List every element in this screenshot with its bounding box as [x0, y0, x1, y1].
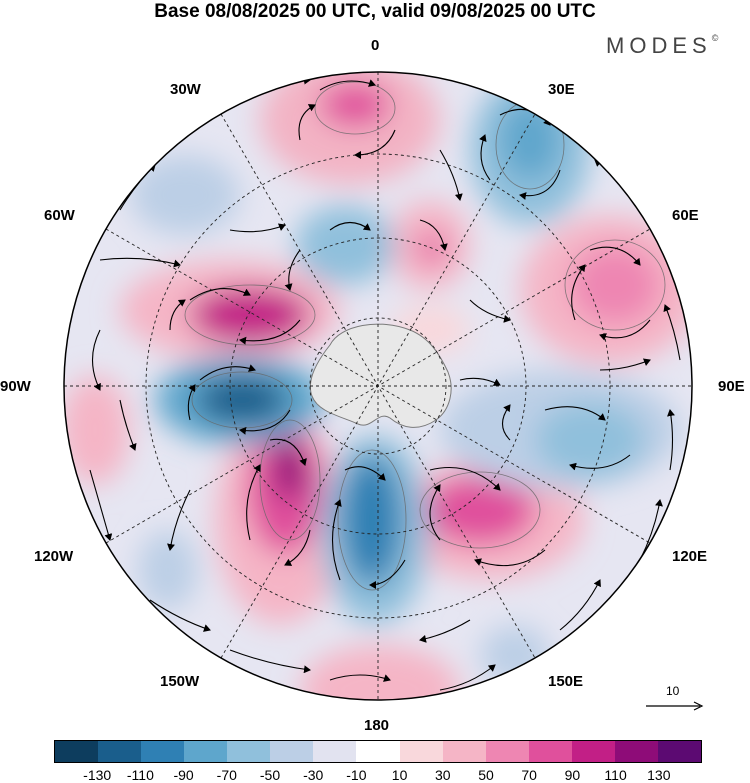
colorbar-segment [141, 741, 185, 762]
colorbar-segment [227, 741, 271, 762]
lon-label-120e: 120E [672, 548, 708, 565]
colorbar-segment [313, 741, 357, 762]
colorbar-ticks: -130 -110 -90 -70 -50 -30 -10 10 30 50 70 90 110 130 [0, 767, 750, 783]
graticule [64, 72, 692, 700]
lon-label-30w: 30W [170, 81, 201, 98]
lon-label-120w: 120W [34, 548, 74, 565]
colorbar-segment [657, 741, 701, 762]
colorbar-tick-label: -130 [83, 767, 112, 783]
colorbar-tick-label: -50 [259, 767, 281, 783]
colorbar-segment [98, 741, 142, 762]
colorbar-tick-label: 130 [647, 767, 671, 783]
brand-mark: © [711, 33, 719, 43]
lon-label-150e: 150E [548, 673, 584, 690]
lon-label-30e: 30E [548, 81, 575, 98]
chart-title: Base 08/08/2025 00 UTC, valid 09/08/2025… [154, 1, 596, 22]
lon-label-0: 0 [371, 37, 380, 54]
lon-label-60w: 60W [44, 207, 75, 224]
lon-label-180: 180 [364, 717, 390, 734]
colorbar-segment [442, 741, 486, 762]
colorbar-tick-label: 10 [391, 767, 408, 783]
arrow-right-icon [646, 701, 704, 711]
colorbar-tick-label: -30 [303, 767, 324, 783]
colorbar-tick-label: 50 [478, 767, 494, 783]
lon-label-90e: 90E [718, 378, 745, 395]
colorbar-segment [528, 741, 572, 762]
colorbar-tick-label: 30 [435, 767, 451, 783]
colorbar-tick-label: -10 [346, 767, 367, 783]
colorbar-segment [184, 741, 228, 762]
colorbar-segment [614, 741, 658, 762]
colorbar-segment [270, 741, 314, 762]
colorbar-tick-label: -110 [126, 767, 154, 783]
colorbar-segment [485, 741, 529, 762]
anomaly-field [64, 72, 692, 700]
brand-logo: MODES© [606, 33, 718, 59]
lon-label-150w: 150W [160, 673, 200, 690]
map-boundary [63, 71, 693, 701]
colorbar-tick-label: 90 [564, 767, 581, 783]
colorbar-tick-label: -70 [216, 767, 237, 783]
lon-label-90w: 90W [0, 378, 31, 395]
lon-label-60e: 60E [672, 207, 699, 224]
colorbar-segment [571, 741, 615, 762]
colorbar-segment [399, 741, 443, 762]
colorbar-segment [55, 741, 99, 762]
colorbar-tick-label: 110 [604, 767, 627, 783]
colorbar-tick-label: 70 [521, 767, 537, 783]
colorbar-tick-label: -90 [173, 767, 194, 783]
colorbar-segment [356, 741, 400, 762]
reference-vector-label: 10 [666, 684, 680, 698]
brand-text: MODES [606, 33, 712, 58]
colorbar [54, 740, 702, 763]
